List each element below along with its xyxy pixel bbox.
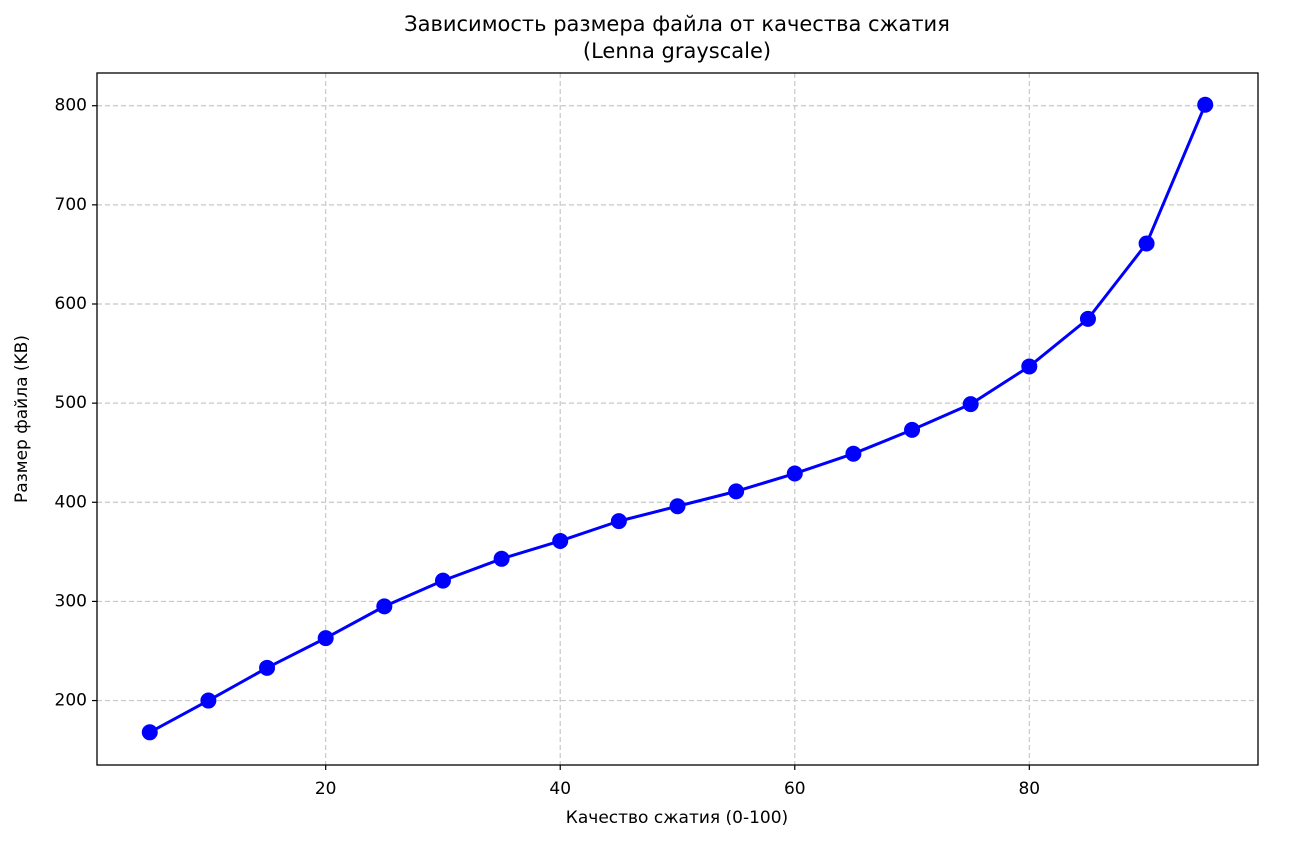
- point: [962, 396, 979, 413]
- point: [728, 483, 745, 500]
- x-tick-label: 80: [1018, 779, 1040, 799]
- plot-frame: [96, 72, 1259, 766]
- y-tick-label: 200: [55, 691, 87, 711]
- point: [434, 572, 451, 589]
- y-tick-label: 600: [55, 294, 87, 314]
- point: [200, 692, 217, 709]
- x-tick-label: 60: [784, 779, 806, 799]
- point: [317, 630, 334, 647]
- chart-title: Зависимость размера файла от качества сж…: [404, 12, 950, 36]
- point: [141, 724, 158, 741]
- point: [259, 659, 276, 676]
- x-tick-label: 20: [315, 779, 337, 799]
- y-tick-label: 300: [55, 591, 87, 611]
- point: [1079, 310, 1096, 327]
- y-tick-label: 400: [55, 492, 87, 512]
- x-axis-label: Качество сжатия (0-100): [566, 808, 788, 828]
- point: [552, 532, 569, 549]
- point: [1138, 235, 1155, 252]
- point: [904, 421, 921, 438]
- y-tick-label: 700: [55, 195, 87, 215]
- point: [1021, 358, 1038, 375]
- point: [376, 598, 393, 615]
- x-tick-label: 40: [549, 779, 571, 799]
- y-tick-label: 800: [55, 96, 87, 116]
- point: [786, 465, 803, 482]
- chart-title: (Lenna grayscale): [583, 39, 771, 63]
- y-tick-label: 500: [55, 393, 87, 413]
- point: [1197, 96, 1214, 113]
- point: [493, 550, 510, 567]
- point: [845, 445, 862, 462]
- point: [610, 513, 627, 530]
- point: [669, 498, 686, 515]
- y-axis-label: Размер файла (KB): [12, 335, 32, 503]
